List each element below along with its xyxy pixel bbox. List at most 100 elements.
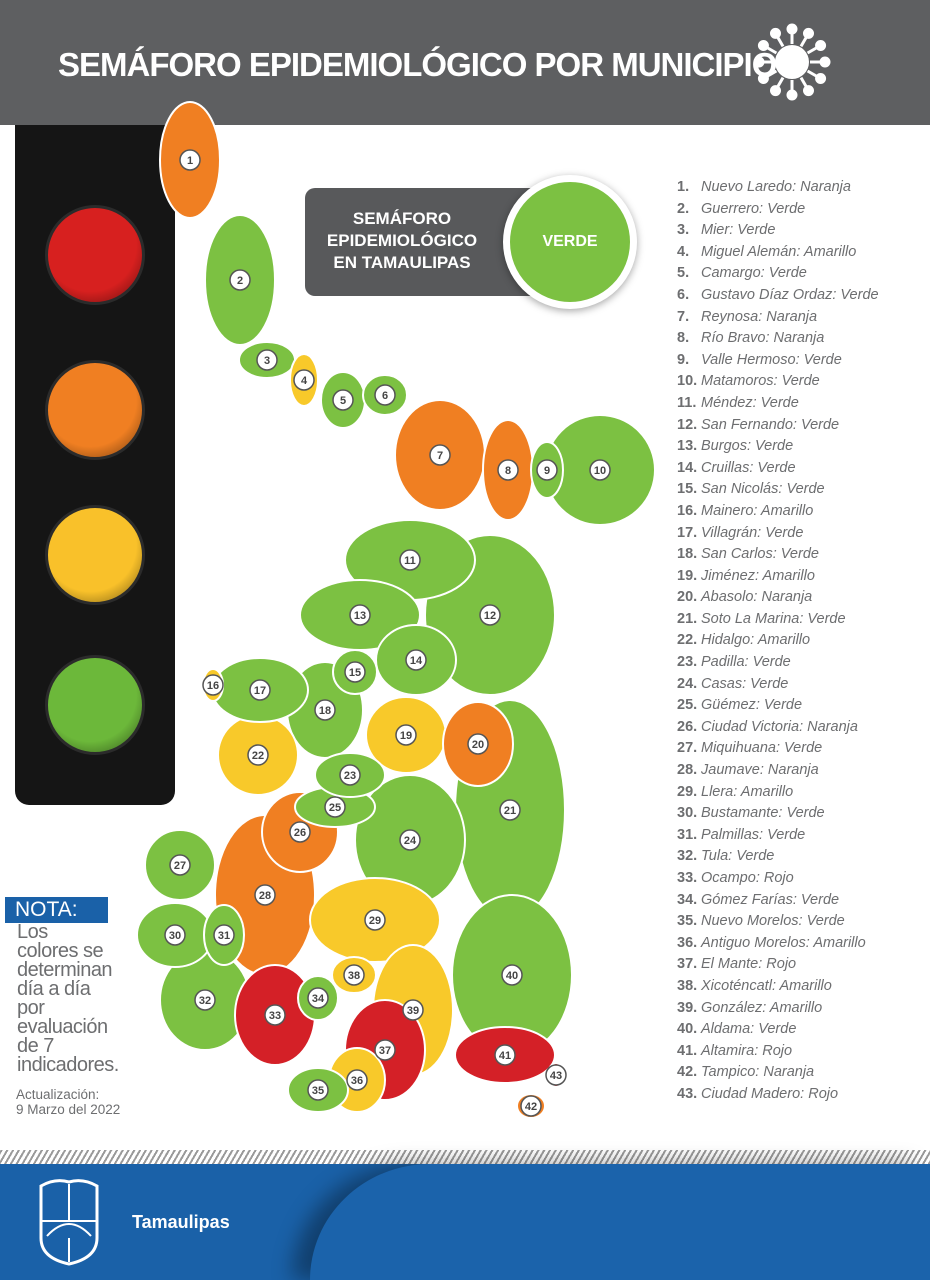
item-status: Rojo bbox=[763, 870, 794, 886]
municipality-marker bbox=[429, 444, 451, 466]
municipality-number: 16 bbox=[207, 680, 219, 692]
item-name: Bustamante bbox=[701, 805, 779, 822]
municipality-marker bbox=[395, 724, 417, 746]
item-number: 18. bbox=[677, 546, 698, 563]
item-number: 10. bbox=[677, 373, 698, 390]
municipality-number: 19 bbox=[400, 730, 412, 742]
municipality-marker bbox=[364, 909, 386, 931]
virus-icon bbox=[753, 23, 831, 101]
item-status: Verde bbox=[800, 891, 840, 908]
light-red bbox=[45, 205, 145, 305]
municipality-marker bbox=[467, 733, 489, 755]
item-status: Verde bbox=[736, 848, 775, 865]
item-number: 33. bbox=[677, 870, 698, 886]
item-name: Xicoténcatl bbox=[701, 977, 772, 994]
municipality-number: 21 bbox=[504, 805, 516, 817]
municipality-marker bbox=[213, 924, 235, 946]
item-status: Amarillo bbox=[740, 783, 794, 800]
municipality-number: 12 bbox=[484, 610, 496, 622]
item-number: 27. bbox=[677, 740, 698, 757]
item-status: Verde bbox=[786, 805, 825, 822]
item-status: Amarillo bbox=[779, 977, 832, 994]
item-name: San Carlos bbox=[701, 546, 773, 563]
item-name: Miguel Alemán bbox=[701, 243, 797, 260]
item-status: Naranja bbox=[761, 589, 813, 606]
item-name: Palmillas bbox=[701, 826, 760, 843]
municipality-number: 29 bbox=[369, 915, 381, 927]
item-number: 30. bbox=[677, 805, 698, 822]
municipality-list-item: 21. Soto La Marina: Verde bbox=[677, 610, 846, 627]
item-number: 17. bbox=[677, 524, 698, 541]
item-name: Cruillas bbox=[701, 459, 750, 476]
item-name: Güémez bbox=[701, 697, 756, 714]
item-status: Verde bbox=[767, 200, 806, 217]
brand-name: Tamaulipas bbox=[132, 1212, 230, 1232]
item-name: Reynosa bbox=[701, 308, 759, 325]
item-number: 31. bbox=[677, 826, 698, 843]
municipality-list-item: 31. Palmillas: Verde bbox=[677, 826, 806, 843]
item-name: Miquihuana bbox=[701, 740, 776, 757]
item-status: Verde bbox=[800, 416, 840, 433]
item-number: 24. bbox=[677, 675, 698, 692]
item-status: Verde bbox=[803, 351, 842, 368]
item-status: Verde bbox=[806, 913, 845, 930]
municipality-list: 1. Nuevo Laredo: Naranja 2. Guerrero: Verde… bbox=[677, 179, 879, 1108]
municipality-list-item: 23. Padilla: Verde bbox=[677, 654, 791, 671]
municipality-list-item: 22. Hidalgo: Amarillo bbox=[677, 632, 811, 649]
item-number: 32. bbox=[677, 848, 698, 865]
item-number: 13. bbox=[677, 438, 698, 455]
municipality-marker bbox=[254, 884, 276, 906]
item-number: 22. bbox=[677, 632, 698, 649]
municipality-number: 26 bbox=[294, 827, 306, 839]
municipality-number: 2 bbox=[237, 275, 243, 287]
municipality-number: 28 bbox=[259, 890, 271, 902]
item-status: Verde bbox=[752, 654, 791, 671]
municipality-marker bbox=[494, 1044, 516, 1066]
municipality-list-item: 35. Nuevo Morelos: Verde bbox=[677, 913, 845, 930]
item-status: Verde bbox=[781, 373, 820, 390]
item-name: San Fernando bbox=[701, 416, 793, 433]
item-status: Amarillo bbox=[757, 632, 811, 649]
municipality-number: 31 bbox=[218, 930, 230, 942]
municipality-list-item: 25. Güémez: Verde bbox=[677, 697, 803, 714]
item-number: 42. bbox=[677, 1064, 698, 1081]
item-name: Camargo bbox=[701, 265, 761, 282]
item-name: Valle Hermoso bbox=[701, 351, 796, 368]
item-number: 11. bbox=[677, 394, 697, 411]
municipality-marker bbox=[501, 964, 523, 986]
municipality-number: 13 bbox=[354, 610, 366, 622]
note-box: NOTA: Los colores se determinan día a dí… bbox=[5, 897, 119, 1076]
item-status: Verde bbox=[807, 610, 846, 627]
municipality-number: 43 bbox=[550, 1070, 562, 1082]
item-status: Naranja bbox=[773, 330, 825, 347]
item-number: 43. bbox=[677, 1085, 698, 1102]
municipality-marker bbox=[256, 349, 278, 371]
item-number: 41. bbox=[677, 1042, 698, 1059]
item-number: 1. bbox=[677, 179, 690, 195]
light-yellow bbox=[45, 505, 145, 605]
item-name: Jaumave bbox=[701, 762, 760, 779]
municipality-marker bbox=[332, 389, 354, 411]
municipality-list-item: 5. Camargo: Verde bbox=[677, 265, 807, 282]
municipality-number: 36 bbox=[351, 1075, 363, 1087]
note-text: Los colores se determinan día a día por … bbox=[17, 921, 119, 1076]
municipality-number: 11 bbox=[404, 555, 416, 567]
item-number: 36. bbox=[677, 934, 698, 951]
municipality-list-item: 19. Jiménez: Amarillo bbox=[677, 567, 815, 584]
item-name: Padilla bbox=[701, 654, 745, 671]
municipality-marker bbox=[293, 369, 315, 391]
municipality-marker bbox=[349, 604, 371, 626]
item-status: Verde bbox=[780, 546, 819, 563]
municipality-number: 40 bbox=[506, 970, 518, 982]
item-status: Verde bbox=[755, 438, 794, 455]
municipality-list-item: 8. Río Bravo: Naranja bbox=[677, 330, 825, 347]
municipality-marker bbox=[399, 549, 421, 571]
item-number: 9. bbox=[677, 351, 690, 368]
municipality-marker bbox=[536, 459, 558, 481]
municipality-number: 18 bbox=[319, 705, 331, 717]
item-number: 40. bbox=[677, 1021, 698, 1038]
item-status: Rojo bbox=[766, 956, 797, 973]
municipality-marker bbox=[479, 604, 501, 626]
municipality-marker bbox=[346, 1069, 368, 1091]
municipality-number: 8 bbox=[505, 465, 511, 477]
